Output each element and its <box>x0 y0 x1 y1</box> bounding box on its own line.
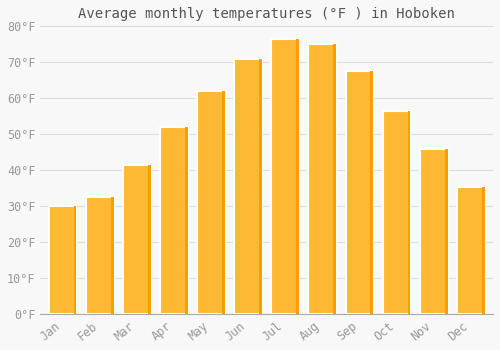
Bar <box>457 187 484 315</box>
Bar <box>86 197 114 315</box>
Bar <box>148 165 150 315</box>
Bar <box>382 111 410 315</box>
Bar <box>123 165 150 315</box>
Bar <box>160 127 188 315</box>
Bar <box>296 39 299 315</box>
Bar <box>444 149 448 315</box>
Bar <box>346 71 374 315</box>
Bar <box>222 91 225 315</box>
Bar <box>48 206 76 315</box>
Bar <box>272 39 299 315</box>
Bar <box>482 187 484 315</box>
Bar <box>370 71 374 315</box>
Bar <box>74 206 76 315</box>
Bar <box>408 111 410 315</box>
Title: Average monthly temperatures (°F ) in Hoboken: Average monthly temperatures (°F ) in Ho… <box>78 7 455 21</box>
Bar <box>259 59 262 315</box>
Bar <box>420 149 448 315</box>
Bar <box>197 91 225 315</box>
Bar <box>185 127 188 315</box>
Bar <box>334 44 336 315</box>
Bar <box>110 197 114 315</box>
Bar <box>308 44 336 315</box>
Bar <box>234 59 262 315</box>
